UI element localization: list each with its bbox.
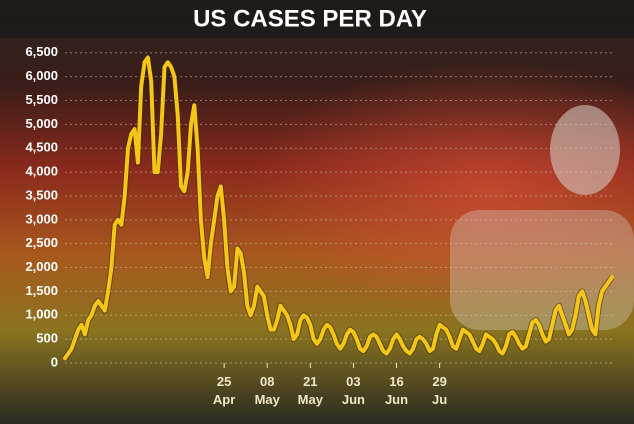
y-tick-label: 4,000 [25, 164, 58, 179]
y-tick-label: 1,000 [25, 307, 58, 322]
line [63, 55, 614, 361]
y-tick-label: 500 [36, 331, 58, 346]
x-tick-label: 21 May [298, 374, 324, 407]
y-tick-label: 2,000 [25, 259, 58, 274]
y-tick-label: 6,000 [25, 68, 58, 83]
figure-body [450, 210, 634, 330]
x-tick-label: 08 May [255, 374, 281, 407]
y-tick-label: 2,500 [25, 235, 58, 250]
figure-silhouette [550, 105, 620, 195]
x-tick-label: 03 Jun [342, 374, 365, 407]
y-tick-label: 5,500 [25, 92, 58, 107]
title-band [0, 0, 634, 38]
y-tick-label: 3,000 [25, 211, 58, 226]
y-tick-label: 5,000 [25, 116, 58, 131]
x-tick-label: 25 Apr [213, 374, 235, 407]
y-tick-label: 3,500 [25, 187, 58, 202]
y-tick-label: 1,500 [25, 283, 58, 298]
y-tick-label: 0 [51, 354, 58, 369]
x-tick-label: 29 Ju [432, 374, 447, 407]
y-tick-label: 4,500 [25, 140, 58, 155]
chart-title: US CASES PER DAY [193, 5, 427, 32]
x-tick-label: 16 Jun [385, 374, 408, 407]
y-tick-label: 6,500 [25, 44, 58, 59]
